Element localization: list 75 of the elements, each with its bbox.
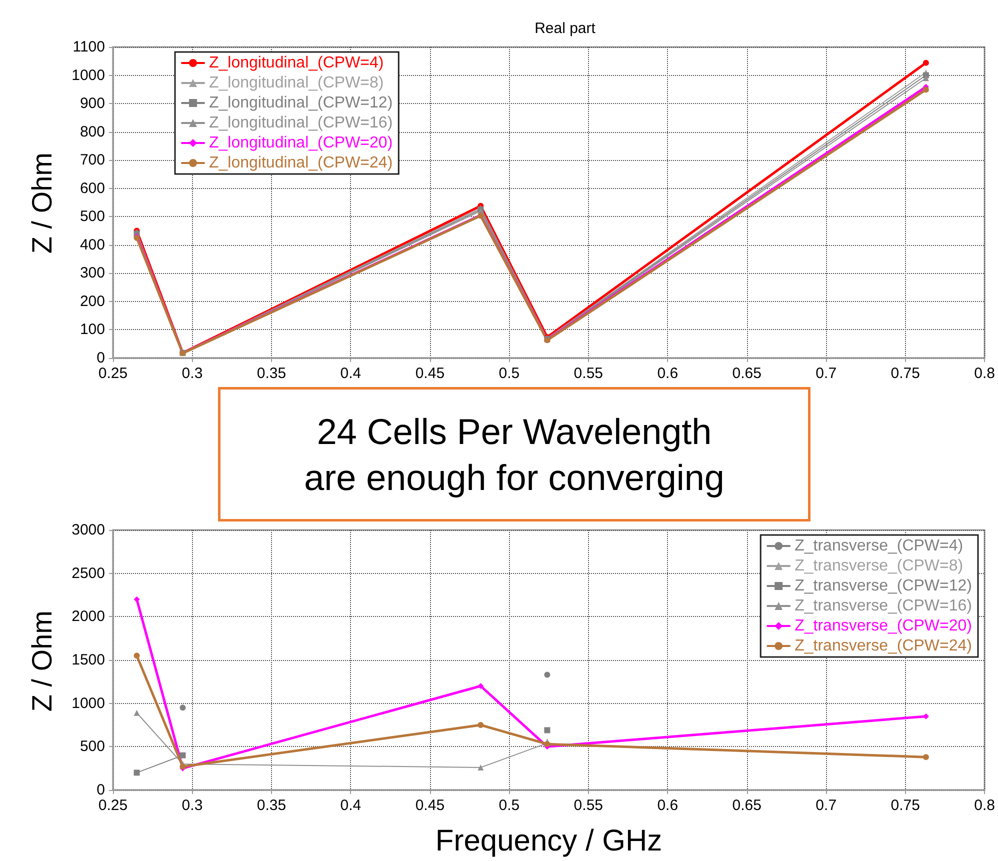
x-tick-label: 0.45 (415, 797, 445, 814)
legend-label: Z_transverse_(CPW=16) (794, 598, 972, 614)
legend-label: Z_transverse_(CPW=24) (794, 638, 972, 654)
x-tick-label: 0.7 (816, 365, 837, 382)
legend-label: Z_transverse_(CPW=12) (794, 578, 972, 594)
y-tick-label: 0 (96, 350, 105, 366)
point (922, 75, 929, 82)
point (180, 704, 186, 711)
x-tick-label: 0.35 (256, 797, 286, 814)
y-axis-title: Z / Ohm (26, 610, 58, 712)
text: 24 Cells Per Wavelength are enough for converging (304, 410, 724, 498)
legend-label: Z_longitudinal_(CPW=24) (209, 154, 393, 172)
y-tick-label: 800 (80, 123, 105, 140)
y-tick-label: 100 (80, 321, 105, 338)
point (922, 60, 929, 66)
x-tick-label: 0.65 (732, 365, 762, 382)
legend-label: Z_longitudinal_(CPW=12) (209, 94, 393, 112)
legend-label: Z_longitudinal_(CPW=20) (209, 134, 393, 152)
x-tick-label: 0.5 (498, 797, 520, 814)
y-axis-title: Z / Ohm (26, 152, 58, 254)
x-tick-label: 0.55 (574, 365, 604, 382)
point (544, 672, 550, 678)
y-tick-label: 1500 (72, 652, 105, 668)
x-tick-label: 0.25 (98, 797, 128, 814)
x-tick-label: 0.5 (498, 365, 520, 382)
x-tick-label: 0.4 (340, 365, 362, 382)
y-tick-label: 700 (80, 152, 105, 169)
point (922, 754, 929, 760)
legend-label: Z_transverse_(CPW=8) (794, 558, 964, 574)
x-tick-label: 0.8 (974, 365, 996, 382)
x-tick-label: 0.6 (657, 797, 678, 814)
y-tick-label: 900 (80, 95, 105, 112)
x-tick-label: 0.75 (890, 365, 920, 382)
x-tick-label: 0.65 (732, 797, 762, 814)
y-tick-label: 1000 (72, 694, 105, 712)
point (922, 86, 929, 93)
x-tick-label: 0.55 (574, 797, 604, 814)
legend-label: Z_longitudinal_(CPW=8) (209, 74, 384, 92)
x-axis-title: Frequency / GHz (435, 824, 662, 858)
y-tick-label: 300 (80, 264, 105, 282)
y-tick-label: 2000 (72, 608, 105, 626)
x-tick-label: 0.6 (657, 365, 678, 382)
x-tick-label: 0.8 (974, 797, 996, 814)
x-tick-label: 0.25 (98, 365, 128, 382)
chart-title: Real part (534, 20, 596, 37)
y-tick-label: 400 (80, 236, 105, 254)
x-tick-label: 0.3 (182, 797, 203, 814)
x-tick-label: 0.7 (816, 797, 837, 814)
point (134, 596, 140, 602)
y-tick-label: 2500 (72, 564, 105, 582)
y-tick-label: 500 (80, 738, 105, 756)
point (134, 770, 140, 776)
legend-label: Z_longitudinal_(CPW=4) (209, 54, 384, 72)
y-tick-label: 0 (96, 782, 105, 798)
y-tick-label: 1000 (72, 66, 105, 84)
legend-label: Z_transverse_(CPW=4) (794, 538, 964, 554)
y-tick-label: 500 (80, 208, 105, 226)
point (134, 652, 140, 659)
x-tick-label: 0.3 (182, 365, 203, 382)
x-tick-label: 0.4 (340, 797, 362, 814)
point (134, 710, 140, 716)
x-tick-label: 0.35 (256, 365, 286, 382)
y-tick-label: 600 (80, 180, 105, 197)
y-tick-label: 3000 (72, 522, 105, 538)
y-tick-label: 1100 (72, 38, 105, 56)
point (180, 752, 186, 758)
x-tick-label: 0.45 (415, 365, 445, 382)
point (478, 683, 484, 689)
point (544, 727, 550, 734)
y-tick-label: 200 (80, 292, 105, 310)
point (478, 722, 484, 728)
legend-label: Z_longitudinal_(CPW=16) (209, 114, 393, 132)
x-tick-label: 0.75 (890, 797, 920, 814)
legend-label: Z_transverse_(CPW=20) (794, 618, 972, 634)
point (478, 764, 484, 770)
